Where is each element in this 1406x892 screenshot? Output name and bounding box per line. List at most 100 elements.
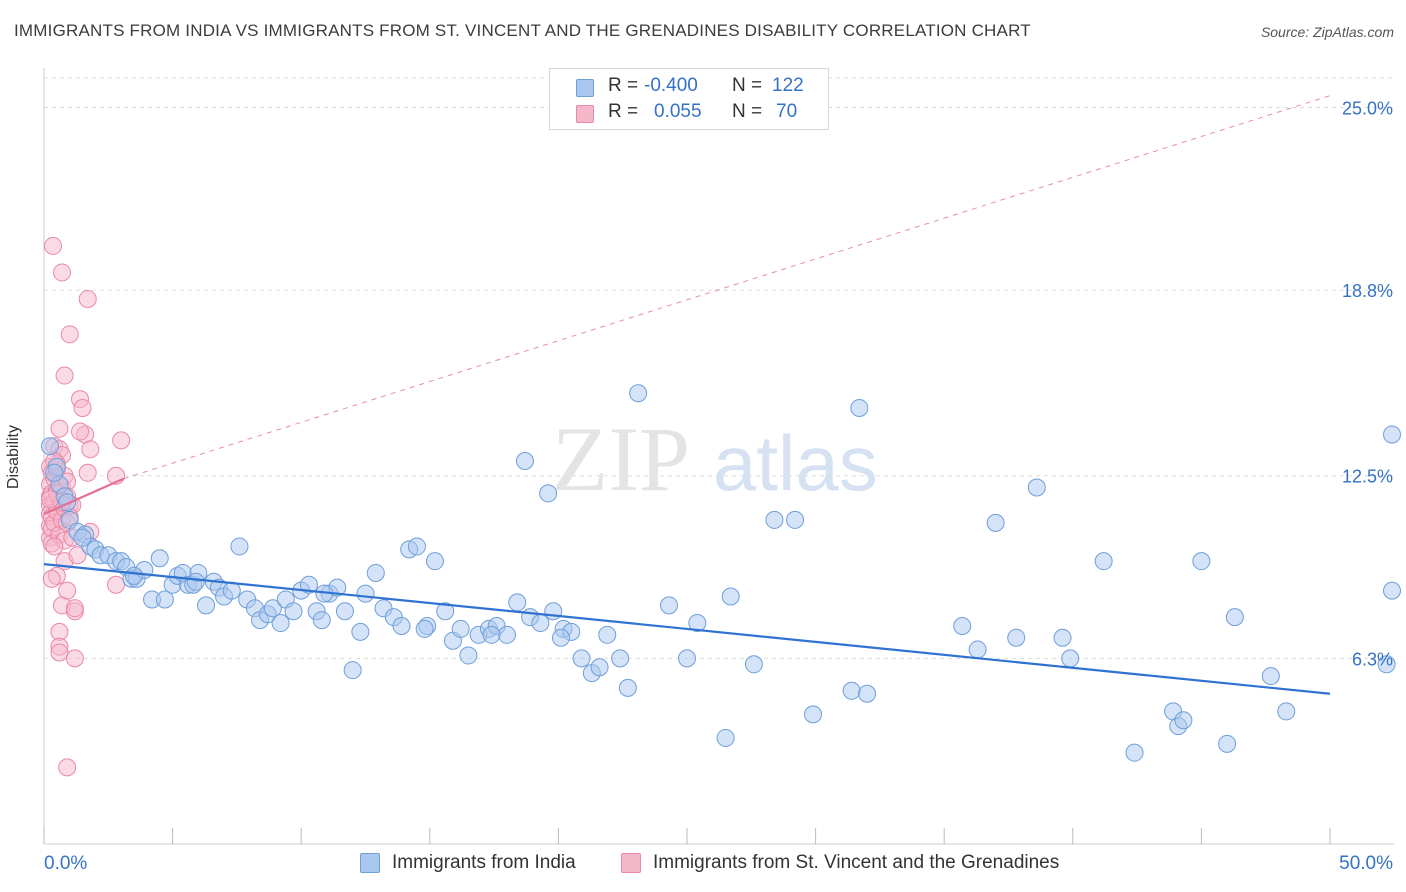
trend-line-st-vincent-extension: [123, 95, 1331, 480]
data-point-india: [629, 384, 648, 403]
data-point-india: [425, 552, 444, 571]
data-point-india: [1125, 743, 1144, 762]
data-point-india: [284, 602, 303, 621]
data-point-india: [1053, 628, 1072, 647]
bottom-legend-swatch-svg: [621, 853, 641, 873]
data-point-india: [850, 398, 869, 417]
data-point-india: [271, 614, 290, 633]
data-point-india: [765, 510, 784, 529]
data-point-india: [842, 681, 861, 700]
legend-r-value: -0.400: [644, 75, 698, 96]
data-point-india: [343, 661, 362, 680]
data-point-india: [953, 616, 972, 635]
legend-r-value: 0.055: [654, 101, 702, 122]
y-axis-label: Disability: [5, 424, 22, 490]
legend-swatch-svg: [576, 105, 594, 123]
data-point-india: [1027, 478, 1046, 497]
correlation-legend: R = -0.400 N = 122 R = 0.055 N = 70: [549, 68, 829, 130]
trend-line-india: [43, 563, 1331, 695]
bottom-legend-label-india: Immigrants from India: [392, 852, 576, 873]
data-point-st-vincent: [73, 398, 92, 417]
trend-line-st-vincent: [43, 477, 125, 516]
data-point-st-vincent: [55, 366, 74, 385]
data-point-india: [786, 510, 805, 529]
data-point-india: [41, 437, 59, 456]
tick-labels: 6.3% 12.5% 18.8% 25.0% 0.0% 50.0%: [44, 98, 1393, 874]
data-point-india: [611, 649, 630, 668]
data-point-india: [618, 678, 637, 697]
data-point-india: [659, 596, 678, 615]
data-point-india: [744, 655, 763, 674]
data-point-st-vincent: [60, 325, 79, 344]
data-point-india: [73, 528, 92, 547]
data-point-india: [197, 596, 216, 615]
data-point-india: [263, 599, 282, 618]
data-point-india: [551, 628, 570, 647]
data-point-india: [1261, 667, 1280, 686]
series-st-vincent-grenadines: [41, 236, 131, 777]
data-point-india: [436, 602, 455, 621]
data-point-india: [392, 616, 411, 635]
legend-swatch-india: [576, 79, 594, 97]
data-point-india: [497, 625, 516, 644]
y-tick-label: 25.0%: [1342, 98, 1393, 118]
data-point-st-vincent: [71, 422, 90, 441]
data-point-india: [515, 452, 534, 470]
data-point-india: [186, 572, 205, 591]
legend-n-value: 70: [776, 101, 798, 122]
x-tick-label: 50.0%: [1339, 853, 1393, 874]
legend-n-label: N =: [732, 101, 763, 122]
data-point-india: [312, 611, 331, 630]
data-point-st-vincent: [112, 431, 131, 450]
y-tick-label: 6.3%: [1352, 649, 1393, 669]
data-point-india: [539, 484, 558, 503]
data-point-india: [230, 537, 249, 556]
data-point-india: [155, 590, 174, 609]
data-point-india: [335, 602, 354, 621]
data-point-india: [299, 575, 318, 594]
data-point-india: [598, 625, 617, 644]
data-point-india: [531, 614, 550, 633]
data-point-st-vincent: [50, 643, 69, 662]
data-point-india: [804, 705, 823, 724]
data-point-india: [125, 566, 144, 585]
trend-lines: [43, 95, 1331, 695]
data-point-india: [407, 537, 426, 556]
watermark-zip: ZIP: [552, 408, 690, 510]
data-point-india: [1061, 649, 1080, 668]
chart-title: IMMIGRANTS FROM INDIA VS IMMIGRANTS FROM…: [14, 21, 1031, 40]
watermark-atlas: atlas: [713, 419, 878, 507]
data-point-india: [366, 563, 385, 582]
data-point-st-vincent: [58, 581, 77, 600]
data-point-india: [482, 625, 501, 644]
data-point-india: [716, 728, 735, 747]
data-point-st-vincent: [68, 546, 87, 565]
data-point-india: [508, 593, 527, 612]
legend-r-label: R =: [608, 101, 639, 122]
watermark: ZIP atlas: [552, 408, 878, 510]
data-point-india: [415, 619, 434, 638]
axes: [43, 68, 1394, 845]
data-point-india: [858, 684, 877, 703]
legend-r-label: R =: [608, 75, 639, 96]
data-point-india: [351, 622, 370, 641]
data-point-india: [451, 619, 470, 638]
data-point-india: [1383, 425, 1401, 444]
data-point-india: [459, 646, 478, 665]
data-point-india: [721, 587, 740, 606]
data-point-india: [1094, 552, 1113, 571]
data-point-india: [45, 463, 64, 482]
series-immigrants-from-india: [41, 384, 1401, 762]
data-point-india: [1174, 711, 1193, 730]
bottom-legend-swatch-india: [360, 853, 380, 873]
legend-n-value: 122: [772, 75, 804, 96]
data-point-st-vincent: [81, 440, 100, 459]
data-point-st-vincent: [107, 575, 126, 594]
data-point-st-vincent: [65, 599, 84, 618]
bottom-legend-label-svg: Immigrants from St. Vincent and the Gren…: [653, 852, 1060, 873]
data-point-india: [1383, 581, 1401, 600]
data-point-india: [1007, 628, 1026, 647]
data-point-india: [590, 658, 609, 677]
source-text: Source: ZipAtlas.com: [1260, 24, 1394, 40]
